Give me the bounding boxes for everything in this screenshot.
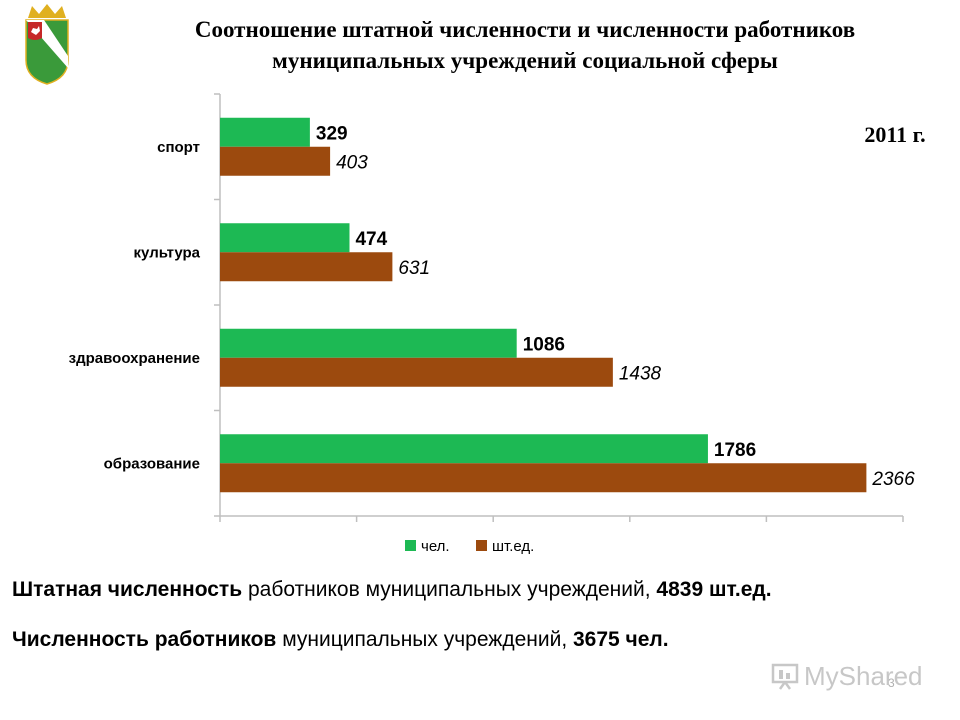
data-label: 631 <box>398 258 430 279</box>
title-line-2: муниципальных учреждений социальной сфер… <box>272 48 778 73</box>
summary-1-bold: Штатная численность <box>12 578 243 601</box>
legend-label: чел. <box>421 538 450 555</box>
category-label: спорт <box>157 139 200 156</box>
bar-chel <box>220 434 708 464</box>
summary-1-text: работников муниципальных учреждений, <box>242 578 657 601</box>
year-label: 2011 г. <box>864 122 926 147</box>
summary-workers: Численность работников муниципальных учр… <box>12 628 669 652</box>
data-label: 474 <box>355 229 387 250</box>
legend-label: шт.ед. <box>492 538 534 555</box>
data-label: 329 <box>316 123 348 144</box>
category-label: образование <box>104 455 200 472</box>
summary-2-text: муниципальных учреждений, <box>276 628 573 651</box>
data-label: 403 <box>336 152 368 173</box>
bar-shted <box>220 463 867 493</box>
crown-shape <box>28 4 66 18</box>
data-label: 1438 <box>619 363 662 384</box>
bar-shted <box>220 252 393 282</box>
bar-chart: спорт 329 403 культура 474 631 здравоохранение… <box>69 93 915 555</box>
bar-chel <box>220 328 517 358</box>
presentation-icon <box>771 663 799 690</box>
category-label: здравоохранение <box>69 350 200 367</box>
bar-shted <box>220 357 613 387</box>
data-label: 1786 <box>714 440 756 461</box>
bar-chel <box>220 117 310 147</box>
watermark-text: MyShared <box>804 660 923 691</box>
page-title: Соотношение штатной численности и числен… <box>100 14 950 76</box>
bar-shted <box>220 146 331 176</box>
summary-1-value: 4839 шт.ед. <box>656 578 772 601</box>
summary-2-value: 3675 чел. <box>573 628 669 651</box>
category-label: культура <box>134 244 201 261</box>
data-label: 1086 <box>523 334 565 355</box>
summary-staff-positions: Штатная численность работников муниципал… <box>12 578 772 602</box>
legend-swatch <box>476 540 487 551</box>
title-line-1: Соотношение штатной численности и числен… <box>194 17 856 42</box>
animal-figure <box>31 26 40 35</box>
data-label: 2366 <box>871 469 915 490</box>
slide-number: 3 <box>888 676 895 690</box>
watermark: MyShared <box>770 656 930 696</box>
summary-2-bold: Численность работников <box>12 628 277 651</box>
bar-chel <box>220 223 350 253</box>
coat-of-arms-logo <box>25 4 69 85</box>
legend-swatch <box>405 540 416 551</box>
